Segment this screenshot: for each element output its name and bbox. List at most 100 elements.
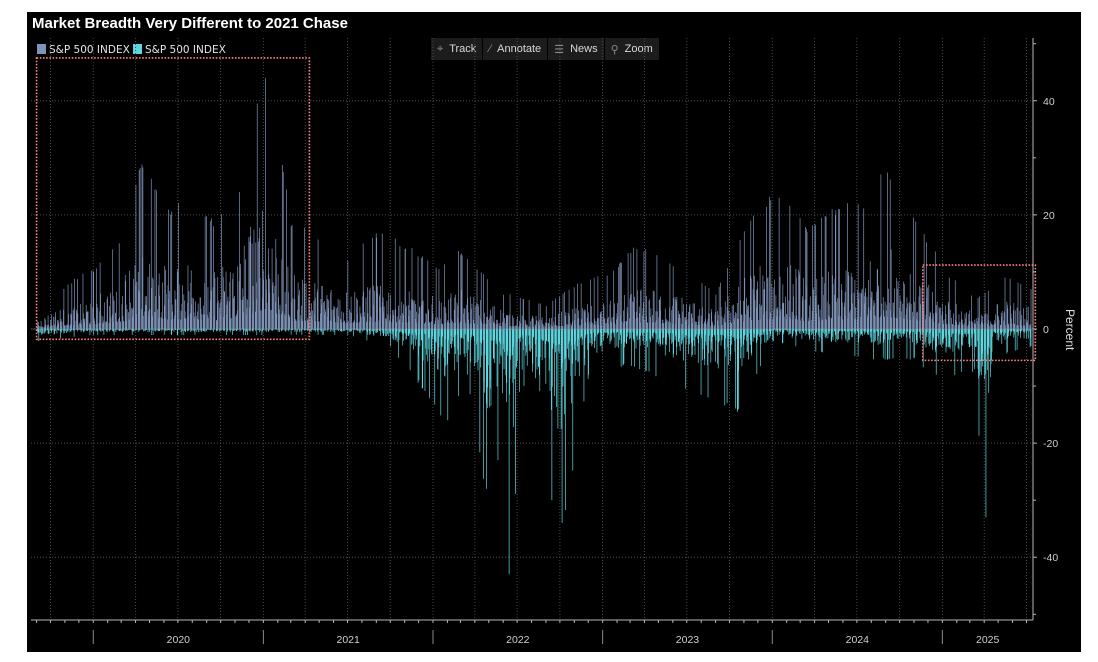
negative-bar xyxy=(360,329,362,334)
positive-bar xyxy=(437,317,438,329)
positive-bar xyxy=(431,321,432,329)
positive-bar xyxy=(897,288,898,329)
positive-bar xyxy=(518,326,520,329)
negative-bar xyxy=(519,329,521,339)
annotate-button[interactable]: ∕ Annotate xyxy=(483,38,548,60)
positive-bar xyxy=(806,229,807,329)
positive-bar xyxy=(717,320,719,329)
negative-bar xyxy=(858,329,860,338)
positive-bar xyxy=(142,167,144,329)
negative-bar xyxy=(571,329,573,364)
positive-bar xyxy=(637,317,639,329)
negative-bar xyxy=(251,329,253,331)
positive-bar xyxy=(684,317,686,329)
positive-bar xyxy=(946,324,947,329)
negative-bar xyxy=(998,329,999,341)
zoom-button[interactable]: ⚲ Zoom xyxy=(604,38,659,60)
positive-bar xyxy=(891,317,892,329)
positive-bar xyxy=(958,314,960,329)
negative-bar xyxy=(598,329,600,333)
positive-bar xyxy=(105,321,107,329)
positive-bar xyxy=(913,217,914,329)
negative-bar xyxy=(669,329,671,340)
positive-bar xyxy=(623,310,624,329)
positive-bar xyxy=(743,321,745,329)
positive-bar xyxy=(754,275,755,329)
positive-bar xyxy=(183,317,185,329)
positive-bar xyxy=(867,314,868,329)
positive-bar xyxy=(629,318,630,329)
negative-bar xyxy=(635,329,637,349)
positive-bar xyxy=(542,323,543,329)
negative-bar xyxy=(154,329,156,332)
positive-bar xyxy=(656,255,658,329)
positive-bar xyxy=(324,309,326,329)
legend-item-series-2[interactable]: S&P 500 INDEX xyxy=(133,44,226,58)
positive-bar xyxy=(255,299,257,329)
negative-bar xyxy=(362,329,364,330)
negative-bar xyxy=(818,329,819,331)
positive-bar xyxy=(367,287,368,329)
positive-bar xyxy=(816,278,818,329)
positive-bar xyxy=(565,323,567,329)
legend-item-series-1[interactable]: S&P 500 INDEX xyxy=(37,44,130,58)
negative-bar xyxy=(526,329,528,353)
negative-bar xyxy=(840,329,842,332)
positive-bar xyxy=(98,322,100,329)
positive-bar xyxy=(285,316,286,329)
negative-bar xyxy=(456,329,458,363)
negative-bar xyxy=(545,329,546,345)
negative-bar xyxy=(715,329,716,362)
positive-bar xyxy=(1010,305,1011,329)
positive-bar xyxy=(700,315,702,329)
negative-bar xyxy=(643,329,645,345)
positive-bar xyxy=(216,319,218,329)
positive-bar xyxy=(220,315,221,329)
positive-bar xyxy=(282,172,284,329)
negative-bar xyxy=(984,329,986,350)
positive-bar xyxy=(793,296,794,329)
positive-bar xyxy=(594,321,596,329)
positive-bar xyxy=(249,307,251,329)
positive-bar xyxy=(334,322,336,329)
negative-bar xyxy=(440,329,442,416)
positive-bar xyxy=(878,285,879,329)
positive-bar xyxy=(633,311,635,329)
positive-bar xyxy=(555,298,556,329)
negative-bar xyxy=(711,329,713,350)
negative-bar xyxy=(216,329,218,331)
news-button[interactable]: ☰ News xyxy=(548,38,604,60)
negative-bar xyxy=(408,329,410,334)
negative-bar xyxy=(751,329,753,356)
positive-bar xyxy=(580,325,582,329)
negative-bar xyxy=(119,329,120,331)
positive-bar xyxy=(867,317,869,329)
negative-bar xyxy=(193,329,195,332)
negative-bar xyxy=(608,329,609,335)
negative-bar xyxy=(799,329,801,334)
positive-bar xyxy=(581,319,582,329)
track-button[interactable]: ⌖ Track xyxy=(431,38,483,60)
positive-bar xyxy=(595,324,596,329)
positive-bar xyxy=(509,294,511,329)
negative-bar xyxy=(442,329,443,337)
positive-bar xyxy=(378,320,380,329)
negative-bar xyxy=(863,329,865,332)
positive-bar xyxy=(415,304,417,329)
negative-bar xyxy=(759,329,760,337)
negative-bar xyxy=(956,329,958,343)
positive-bar xyxy=(334,307,336,329)
positive-bar xyxy=(360,316,362,329)
negative-bar xyxy=(478,329,479,360)
negative-bar xyxy=(935,329,937,353)
positive-bar xyxy=(551,325,553,329)
positive-bar xyxy=(892,302,894,329)
positive-bar xyxy=(593,324,595,329)
negative-bar xyxy=(816,329,818,333)
negative-bar xyxy=(928,329,930,344)
positive-bar xyxy=(320,298,322,329)
negative-bar xyxy=(369,329,371,335)
negative-bar xyxy=(357,329,359,332)
positive-bar xyxy=(516,325,517,329)
negative-bar xyxy=(824,329,826,338)
